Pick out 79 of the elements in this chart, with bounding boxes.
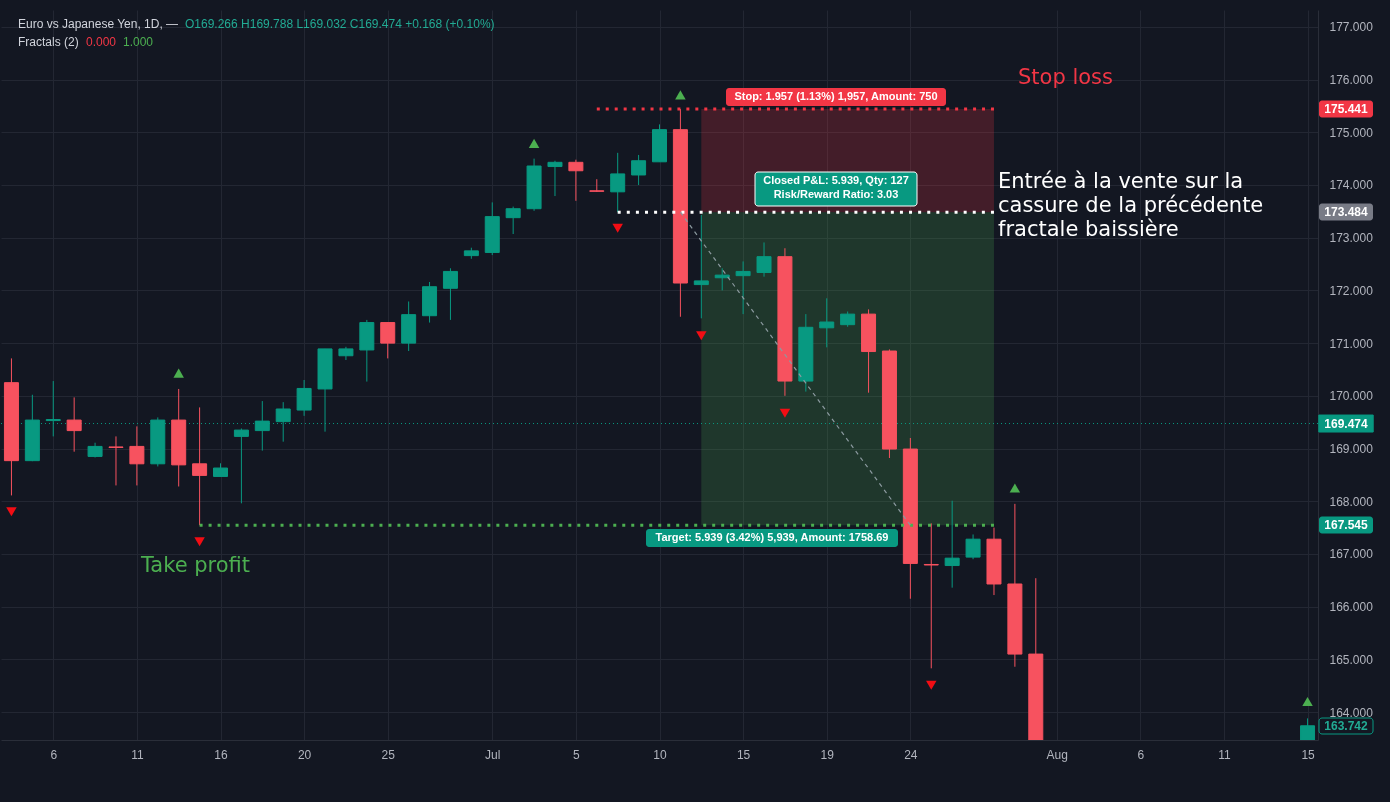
annotation: Take profit	[140, 553, 251, 577]
candlestick	[714, 267, 730, 291]
y-tick-label: 167.000	[1329, 547, 1374, 562]
y-tick-label: 170.000	[1329, 389, 1374, 404]
candlestick	[442, 267, 458, 321]
annotation: Closed P&L: 5.939, Qty: 127 Risk/Reward Ratio: 3.03	[763, 174, 909, 200]
candlestick	[192, 406, 208, 526]
candlestick	[108, 435, 124, 486]
annotation: Entrée à la vente sur la cassure de la précédente fractale baissière	[998, 169, 1264, 241]
point	[6, 507, 17, 517]
annotation: 0.000	[86, 35, 117, 49]
point	[528, 138, 540, 148]
y-tick-label: 171.000	[1329, 336, 1374, 351]
annotation: Fractals (2)	[18, 35, 79, 49]
x-tick-label: 10	[653, 747, 667, 762]
candlestick	[568, 159, 584, 202]
y-tick-label: 177.000	[1329, 20, 1374, 35]
text: 175.441	[1324, 102, 1369, 116]
candlestick	[129, 425, 145, 486]
ref-line-label: 169.474	[1324, 416, 1369, 431]
candlestick	[233, 428, 249, 504]
x-tick-label: Aug	[1046, 747, 1068, 762]
candlestick	[380, 322, 396, 359]
y-tick-label: 164.000	[1329, 705, 1374, 720]
y-tick-label: 165.000	[1329, 652, 1374, 667]
x-tick-label: 5	[573, 747, 581, 762]
candlestick	[756, 241, 772, 278]
x-tick-label: 19	[820, 747, 835, 762]
y-tick-label: 168.000	[1329, 494, 1374, 509]
x-tick-label: 25	[381, 747, 396, 762]
y-tick-label: 174.000	[1329, 178, 1374, 193]
annotation: 1.000	[123, 35, 154, 49]
candlestick	[819, 297, 835, 348]
y-tick-label: 175.000	[1329, 125, 1374, 140]
point	[1302, 696, 1313, 707]
point	[173, 368, 184, 378]
x-tick-label: 6	[50, 747, 58, 762]
text: 173.484	[1324, 205, 1369, 219]
point	[779, 408, 791, 418]
y-tick-label: 166.000	[1329, 600, 1374, 615]
candlestick	[944, 500, 960, 589]
x-tick-label: 15	[1301, 747, 1316, 762]
point	[696, 331, 707, 341]
text: 163.742	[1324, 719, 1369, 733]
candlestick	[965, 533, 981, 560]
candlestick	[631, 154, 647, 186]
annotation: Stop: 1.957 (1.13%) 1,957, Amount: 750	[734, 90, 938, 102]
y-tick-label: 173.000	[1329, 231, 1374, 246]
annotation: O169.266 H169.788 L169.032 C169.474 +0.168 (+0.10%)	[185, 17, 495, 31]
point	[1009, 483, 1021, 493]
x-tick-label: 20	[297, 747, 312, 762]
x-tick-label: 15	[736, 747, 751, 762]
x-tick-label: 11	[131, 747, 144, 762]
y-tick-label: 176.000	[1329, 73, 1374, 88]
y-tick-label: 172.000	[1329, 283, 1374, 298]
candlestick	[923, 522, 939, 669]
candlestick	[45, 380, 61, 437]
y-tick-label: 169.000	[1329, 442, 1374, 457]
point	[194, 537, 205, 547]
point	[675, 90, 686, 100]
x-tick-label: 6	[1137, 747, 1145, 762]
candlestick	[505, 206, 521, 235]
point	[612, 223, 623, 233]
x-tick-label: 11	[1218, 747, 1231, 762]
point	[926, 680, 937, 690]
annotation: Stop loss	[1018, 65, 1113, 89]
x-tick-label: 16	[214, 747, 228, 762]
candlestick	[66, 396, 82, 453]
x-tick-label: 24	[904, 747, 918, 762]
x-tick-label: Jul	[485, 747, 501, 762]
candlestick	[610, 152, 626, 213]
candlestick	[693, 214, 709, 319]
annotation: Target: 5.939 (3.42%) 5,939, Amount: 1758.69	[655, 531, 889, 543]
text: 167.545	[1324, 518, 1369, 532]
line-series	[679, 211, 911, 526]
candlestick	[735, 260, 751, 315]
text: Euro vs Japanese Yen, 1D, —	[18, 17, 179, 31]
candlestick	[296, 379, 312, 417]
candlestick	[547, 160, 563, 197]
